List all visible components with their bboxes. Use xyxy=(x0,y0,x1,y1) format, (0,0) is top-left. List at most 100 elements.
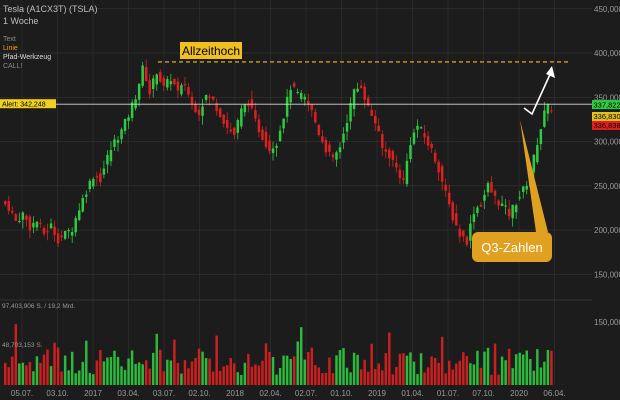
candle xyxy=(426,136,430,146)
volume-bar xyxy=(53,342,56,385)
candle xyxy=(370,109,373,116)
volume-bar xyxy=(240,374,243,385)
alert-label: Alert: 342,248 xyxy=(2,102,46,109)
volume-bar xyxy=(511,368,514,385)
volume-bar xyxy=(11,356,14,385)
volume-bar xyxy=(261,360,264,385)
tool-text[interactable]: Text xyxy=(3,36,16,43)
volume-bar xyxy=(226,365,229,385)
candle xyxy=(328,144,331,152)
candle xyxy=(479,204,483,207)
tool-call[interactable]: CALL! xyxy=(3,63,23,70)
x-tick-label: 01.04. xyxy=(401,389,423,398)
candle xyxy=(11,210,14,213)
candle xyxy=(42,227,46,235)
volume-bar xyxy=(141,364,144,385)
x-tick-label: 06.04. xyxy=(543,389,565,398)
candle xyxy=(518,197,521,199)
volume-bar xyxy=(546,349,550,385)
candles xyxy=(4,59,553,249)
volume-bar xyxy=(42,354,46,385)
candle xyxy=(419,127,423,129)
candle xyxy=(455,213,458,226)
volume-bar xyxy=(113,350,116,385)
x-tick-label: 03.07. xyxy=(153,389,175,398)
candle xyxy=(106,154,109,165)
candle xyxy=(423,133,426,138)
volume-bar xyxy=(282,355,285,385)
candle xyxy=(342,133,345,143)
volume-bars xyxy=(4,324,553,385)
candle xyxy=(250,99,254,108)
y-tick-label: 150,000 xyxy=(594,270,620,279)
volume-bar xyxy=(402,353,405,385)
volume-bar xyxy=(88,372,92,385)
tool-path[interactable]: Pfad-Werkzeug xyxy=(3,54,51,61)
candle xyxy=(296,92,299,94)
x-tick-label: 07.10. xyxy=(472,389,494,398)
volume-bar xyxy=(419,353,423,385)
volume-bar xyxy=(317,367,321,385)
volume-bar xyxy=(448,360,451,385)
volume-bar xyxy=(539,367,543,385)
candle xyxy=(4,201,7,205)
candle xyxy=(25,215,28,220)
volume-bar xyxy=(476,350,479,385)
chart-title: Tesla (A1CX3T) (TSLA) xyxy=(3,4,98,14)
volume-bar xyxy=(462,352,465,385)
volume-bar xyxy=(500,356,504,385)
volume-bar xyxy=(137,362,141,385)
volume-bar xyxy=(215,335,218,385)
candle xyxy=(543,110,546,127)
candle xyxy=(7,201,10,211)
volume-bar xyxy=(176,362,180,385)
volume-bar xyxy=(130,350,134,385)
candle xyxy=(349,103,352,122)
volume-bar xyxy=(426,367,430,385)
candle xyxy=(275,145,278,148)
candle xyxy=(183,84,187,86)
candle xyxy=(433,152,437,162)
volume-bar xyxy=(233,363,236,385)
ath-label: Allzeithoch xyxy=(182,44,240,58)
candle xyxy=(546,103,550,114)
volume-bar xyxy=(120,366,123,385)
volume-bar xyxy=(134,363,137,385)
volume-bar xyxy=(275,374,278,385)
volume-bar xyxy=(222,366,225,385)
candle xyxy=(233,127,236,135)
candle xyxy=(201,106,204,116)
y-axis: 150,000 200,000 250,000 300,000 350,000 400,0… xyxy=(594,5,620,327)
volume-bar xyxy=(211,371,215,385)
volume-bar xyxy=(381,370,384,385)
candle xyxy=(187,87,190,95)
volume-bar xyxy=(35,356,39,385)
x-tick-label: 2019 xyxy=(368,389,386,398)
candle xyxy=(465,236,469,245)
volume-bar xyxy=(395,366,398,385)
q3-callout-pointer xyxy=(520,120,548,232)
volume-bar xyxy=(472,364,476,385)
tool-line[interactable]: Linie xyxy=(3,45,18,52)
candle xyxy=(356,88,359,92)
candle xyxy=(363,86,366,100)
volume-bar xyxy=(359,369,363,385)
volume-bar xyxy=(99,350,102,385)
candle xyxy=(550,110,553,112)
volume-bar xyxy=(391,374,395,385)
x-tick-label: 01.07. xyxy=(437,389,459,398)
candle xyxy=(458,228,462,237)
volume-bar xyxy=(338,350,342,385)
volume-bar xyxy=(331,373,335,385)
candle xyxy=(28,216,32,231)
volume-bar xyxy=(303,359,306,385)
candle xyxy=(483,194,486,201)
candle xyxy=(88,180,92,190)
volume-bar xyxy=(314,365,317,385)
volume-bar xyxy=(416,374,419,385)
price-tag-label: 336,838 xyxy=(594,121,620,130)
volume-bar xyxy=(4,362,7,385)
volume-bar xyxy=(374,369,377,385)
volume-bar xyxy=(423,372,426,385)
